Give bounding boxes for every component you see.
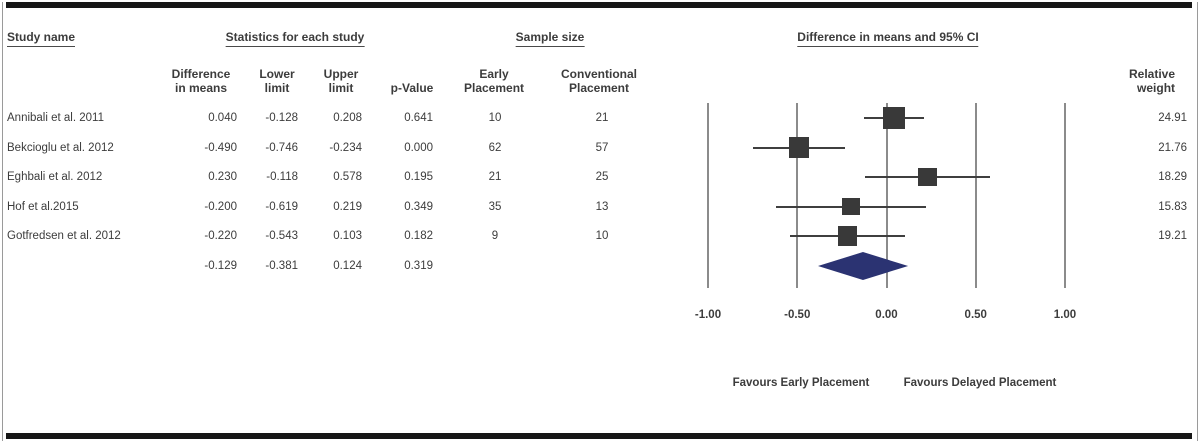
p-value-cell: 0.195	[404, 171, 433, 183]
axis-tick-label: -0.50	[784, 309, 811, 321]
effect-size-square	[788, 137, 810, 158]
statistics-group-header: Statistics for each study	[225, 30, 365, 47]
relative-weight-cell: 21.76	[1158, 141, 1187, 154]
summary-p-value-cell: 0.319	[404, 260, 433, 272]
early-placement-n-cell: 62	[488, 141, 502, 154]
lower-limit-cell: -0.619	[265, 200, 298, 213]
study-name-cell: Bekcioglu et al. 2012	[7, 141, 114, 154]
column-header-relative-weight: Relative weight	[1128, 67, 1176, 95]
effect-size-square	[882, 107, 905, 129]
column-header-p-value: p-Value	[390, 81, 434, 95]
p-value-cell: 0.349	[404, 200, 433, 213]
summary-difference-cell: -0.129	[204, 260, 237, 272]
difference-in-means-cell: 0.230	[208, 171, 237, 183]
study-name-header: Study name	[7, 30, 76, 47]
upper-limit-cell: -0.234	[329, 141, 362, 154]
gridline	[796, 103, 799, 288]
lower-limit-cell: -0.543	[265, 230, 298, 242]
summary-lower-limit-cell: -0.381	[265, 260, 298, 272]
p-value-cell: 0.182	[404, 230, 433, 242]
early-placement-n-cell: 35	[488, 200, 502, 213]
upper-limit-cell: 0.208	[333, 112, 362, 124]
axis-tick-label: -1.00	[694, 309, 722, 321]
p-value-cell: 0.641	[404, 112, 433, 124]
conventional-placement-n-cell: 25	[595, 171, 609, 183]
difference-in-means-cell: -0.220	[204, 230, 237, 242]
ci-group-header: Difference in means and 95% CI	[797, 30, 979, 47]
gridline	[1064, 103, 1066, 288]
favours-delayed-label: Favours Delayed Placement	[903, 377, 1057, 389]
effect-size-square	[918, 167, 937, 187]
top-border	[6, 2, 1192, 8]
study-name-cell: Eghbali et al. 2012	[7, 171, 103, 183]
study-name-cell: Hof et al.2015	[7, 200, 79, 213]
study-name-cell: Gotfredsen et al. 2012	[7, 230, 121, 242]
gridline	[974, 103, 977, 288]
difference-in-means-cell: -0.200	[204, 200, 237, 213]
conventional-placement-n-cell: 10	[595, 230, 609, 242]
gridline	[885, 103, 888, 288]
bottom-border	[6, 433, 1192, 439]
p-value-cell: 0.000	[404, 141, 433, 154]
relative-weight-cell: 15.83	[1158, 200, 1187, 213]
left-border	[2, 2, 3, 441]
conventional-placement-n-cell: 13	[595, 200, 609, 213]
conventional-placement-n-cell: 57	[595, 141, 609, 154]
effect-size-square	[837, 226, 857, 246]
axis-tick-label: 1.00	[1053, 309, 1077, 321]
conventional-placement-n-cell: 21	[595, 112, 609, 124]
right-border	[1197, 2, 1198, 441]
column-header-lower-limit: Lower limit	[259, 67, 295, 95]
early-placement-n-cell: 9	[491, 230, 499, 242]
upper-limit-cell: 0.578	[333, 171, 362, 183]
upper-limit-cell: 0.103	[333, 230, 362, 242]
difference-in-means-cell: 0.040	[208, 112, 237, 124]
column-header-difference-in-means: Difference in means	[171, 67, 231, 95]
favours-early-label: Favours Early Placement	[732, 377, 870, 389]
column-header-early-placement: Early Placement	[463, 67, 525, 95]
lower-limit-cell: -0.746	[265, 141, 298, 154]
difference-in-means-cell: -0.490	[204, 141, 237, 154]
relative-weight-cell: 19.21	[1158, 230, 1187, 242]
axis-tick-label: 0.00	[875, 309, 898, 321]
lower-limit-cell: -0.128	[265, 112, 298, 124]
axis-tick-label: 0.50	[964, 309, 987, 321]
column-header-conventional-placement: Conventional Placement	[560, 67, 638, 95]
gridline	[707, 103, 709, 288]
lower-limit-cell: -0.118	[266, 171, 298, 183]
sample-size-group-header: Sample size	[515, 30, 585, 47]
summary-upper-limit-cell: 0.124	[333, 260, 362, 272]
relative-weight-cell: 18.29	[1158, 171, 1187, 183]
column-header-upper-limit: Upper limit	[323, 67, 359, 95]
study-name-cell: Annibali et al. 2011	[7, 112, 104, 124]
upper-limit-cell: 0.219	[333, 200, 362, 213]
summary-diamond	[818, 252, 909, 280]
relative-weight-cell: 24.91	[1158, 112, 1187, 124]
early-placement-n-cell: 10	[488, 112, 502, 124]
effect-size-square	[842, 197, 860, 216]
early-placement-n-cell: 21	[488, 171, 502, 183]
